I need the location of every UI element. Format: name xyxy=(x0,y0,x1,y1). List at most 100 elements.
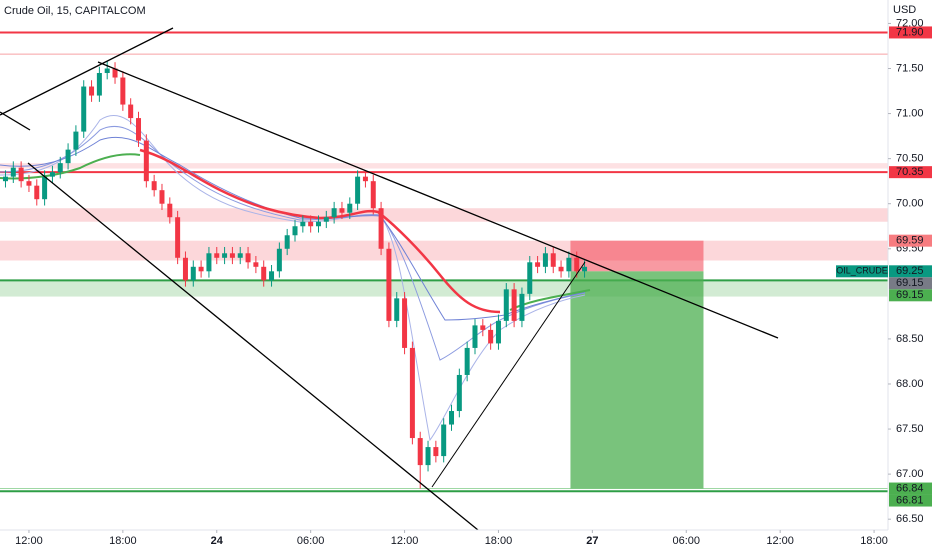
price-label-box xyxy=(889,482,932,495)
candle-body xyxy=(159,190,165,204)
candle-body xyxy=(355,176,361,204)
candle-body xyxy=(331,208,337,218)
y-tick-label: 66.50 xyxy=(896,513,924,525)
price-label: 71.90 xyxy=(896,26,924,38)
candle-body xyxy=(542,253,548,267)
candle-body xyxy=(511,289,517,321)
candle-body xyxy=(402,298,408,348)
candle-body xyxy=(362,176,368,182)
trendlines xyxy=(0,27,779,531)
candle-body xyxy=(18,167,24,182)
candle-body xyxy=(480,325,486,330)
candle-body xyxy=(284,235,290,249)
candle-body xyxy=(229,253,235,258)
price-label-box xyxy=(889,265,932,278)
candle-body xyxy=(34,185,40,200)
candle-body xyxy=(370,181,376,209)
symbol-label: OIL_CRUDE xyxy=(836,266,888,276)
candle-body xyxy=(2,176,8,182)
x-tick-label: 18:00 xyxy=(485,535,513,547)
candle-body xyxy=(57,163,63,173)
y-tick-label: 72.00 xyxy=(896,17,924,29)
y-tick-label: 70.00 xyxy=(896,198,924,210)
y-tick-label: 67.00 xyxy=(896,468,924,480)
candle-body xyxy=(237,253,243,258)
x-tick-label: 18:00 xyxy=(860,535,888,547)
candle-body xyxy=(89,86,95,96)
candle-body xyxy=(488,329,494,344)
trendline xyxy=(0,27,174,116)
x-tick-label: 06:00 xyxy=(673,535,701,547)
symbol-box xyxy=(836,265,888,278)
candle-body xyxy=(245,253,251,263)
candle-body xyxy=(464,347,470,375)
chart-title: Crude Oil, 15, CAPITALCOM xyxy=(4,5,146,17)
candle-body xyxy=(81,86,87,132)
candle-body xyxy=(49,172,55,177)
candle-body xyxy=(128,104,134,119)
candle-body xyxy=(26,181,32,186)
candle-body xyxy=(535,262,541,267)
candle-body xyxy=(323,217,329,222)
candle-body xyxy=(425,447,431,466)
candle-body xyxy=(495,320,501,344)
candle-body xyxy=(558,266,564,272)
x-tick-label: 24 xyxy=(211,535,224,547)
candle-body xyxy=(441,424,447,457)
price-label-box xyxy=(889,166,932,179)
candle-body xyxy=(386,248,392,321)
zone xyxy=(0,163,888,169)
candle-body xyxy=(409,347,415,439)
candle-body xyxy=(378,208,384,249)
candle-body xyxy=(182,257,188,281)
price-label-box xyxy=(889,494,932,507)
candle-body xyxy=(206,253,212,272)
price-label: 69.59 xyxy=(896,235,924,247)
x-tick-label: 12:00 xyxy=(15,535,43,547)
candle-body xyxy=(167,203,173,218)
candle-body xyxy=(120,77,126,105)
candle-body xyxy=(527,262,533,294)
candle-body xyxy=(143,140,149,182)
price-label: 70.35 xyxy=(896,166,924,178)
price-label: 69.25 xyxy=(896,265,924,277)
candle-body xyxy=(253,262,259,267)
price-label-box xyxy=(889,234,932,247)
candle-body xyxy=(96,73,102,96)
candle-body xyxy=(222,253,228,258)
x-tick-label: 12:00 xyxy=(766,535,794,547)
candle-body xyxy=(566,257,572,272)
candle-body xyxy=(449,411,455,425)
price-label: 66.81 xyxy=(896,494,924,506)
candle-body xyxy=(151,181,157,191)
x-tick-label: 18:00 xyxy=(109,535,137,547)
price-label-box xyxy=(889,277,932,290)
y-tick-label: 68.50 xyxy=(896,333,924,345)
candle-body xyxy=(574,257,580,272)
currency: USD xyxy=(893,4,916,16)
candle-body xyxy=(582,266,588,272)
trendline xyxy=(27,162,479,531)
candle-body xyxy=(175,217,181,258)
candle-body xyxy=(472,325,478,348)
zone xyxy=(0,240,888,261)
candle-body xyxy=(136,118,142,141)
candle-body xyxy=(73,131,79,150)
price-label-box xyxy=(889,289,932,302)
price-label: 66.84 xyxy=(896,482,924,494)
candle-body xyxy=(503,289,509,321)
ema-green xyxy=(0,153,141,180)
candle-body xyxy=(276,248,282,272)
y-tick-label: 71.00 xyxy=(896,107,924,119)
trendline xyxy=(431,261,586,488)
candle-body xyxy=(10,167,16,177)
target-zone xyxy=(570,271,704,489)
candle-body xyxy=(65,149,71,164)
trendline xyxy=(0,111,31,131)
ema-red xyxy=(139,148,501,314)
candle-body xyxy=(519,293,525,321)
candle-body xyxy=(433,447,439,457)
y-tick-label: 70.50 xyxy=(896,153,924,165)
